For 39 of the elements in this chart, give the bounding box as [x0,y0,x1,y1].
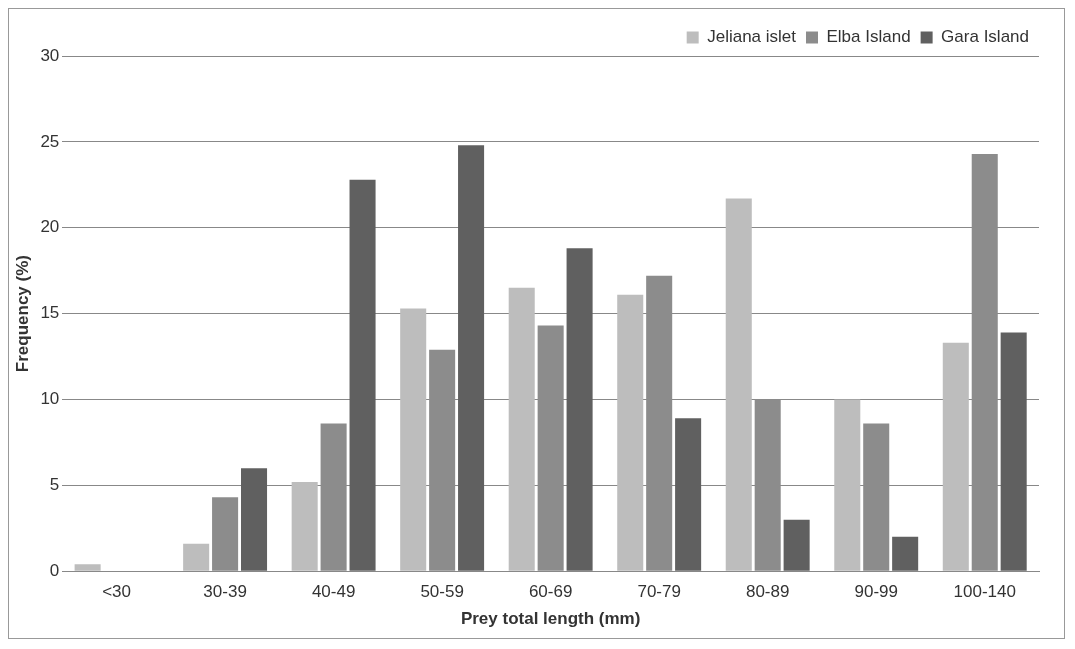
x-tick-label: 70-79 [637,582,681,602]
y-axis-title: Frequency (%) [12,255,32,373]
x-tick-label: <30 [102,582,131,602]
legend-label: Elba Island [826,27,911,47]
bar [183,543,210,571]
y-tick-label: 0 [49,560,60,580]
y-tick-label: 5 [49,475,60,495]
bar [241,468,268,571]
x-tick-label: 30-39 [203,582,247,602]
y-tick-label: 15 [40,303,60,323]
bar [458,145,485,571]
bar [566,248,593,571]
bar [892,536,919,571]
bar [400,308,427,571]
x-tick-label: 60-69 [528,582,573,602]
legend-label: Gara Island [941,27,1030,47]
bar [617,294,644,571]
bar [725,198,752,571]
x-tick-label: 100-140 [953,582,1016,602]
x-tick-label: 50-59 [420,582,464,602]
bar [675,418,702,571]
x-tick-label: 90-99 [854,582,898,602]
legend-label: Jeliana islet [707,27,797,47]
y-tick-label: 10 [40,389,60,409]
y-tick-label: 25 [40,131,60,151]
x-axis-title: Prey total length (mm) [460,609,641,629]
bar [291,481,318,571]
bar [834,399,861,571]
bar [508,287,535,571]
x-tick-label: 80-89 [745,582,790,602]
y-tick-label: 20 [40,217,60,237]
bar [942,342,969,571]
bar [1000,332,1027,571]
x-tick-label: 40-49 [311,582,356,602]
y-tick-label: 30 [40,45,60,65]
bar [212,497,239,571]
bar [74,564,101,571]
bar [349,179,376,571]
bar [783,519,810,571]
